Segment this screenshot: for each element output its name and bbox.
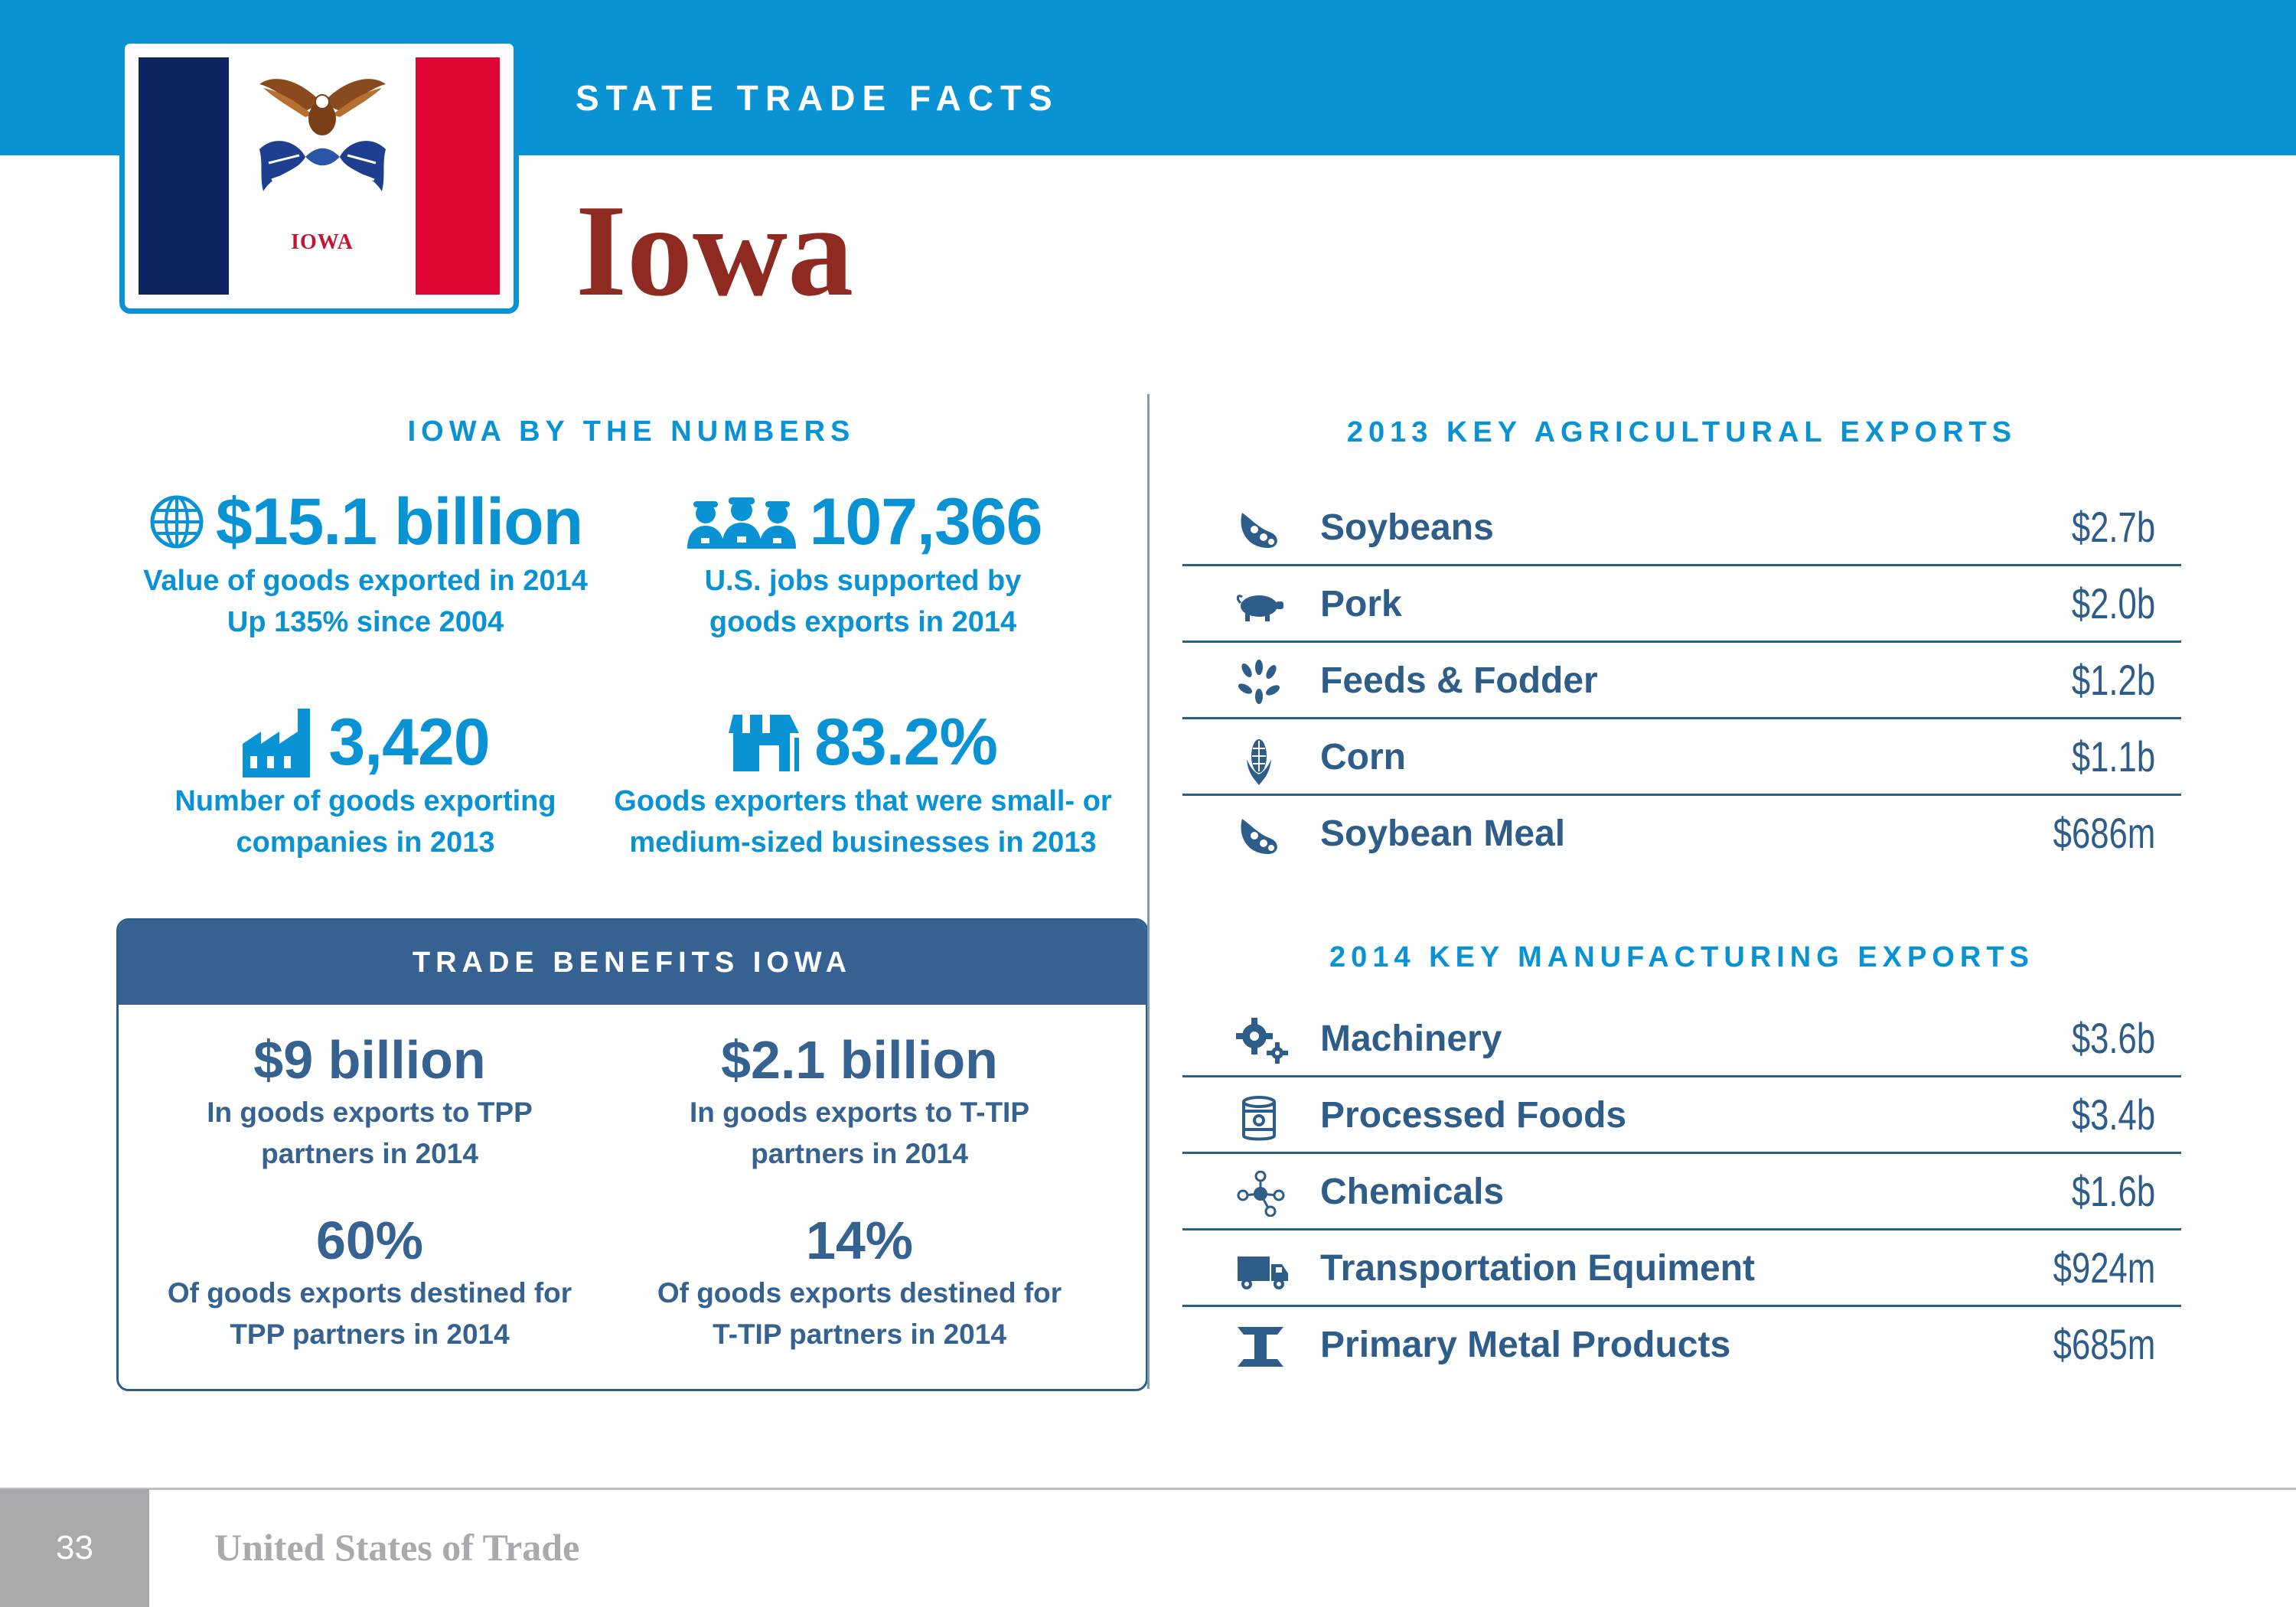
export-label: Machinery: [1320, 1019, 1502, 1059]
tb-stat-description: Of goods exports destined for TPP partne…: [167, 1277, 572, 1350]
stat-description: Number of goods exporting companies in 2…: [174, 785, 556, 859]
export-value: $686m: [2053, 809, 2155, 857]
export-value: $2.0b: [2071, 579, 2155, 627]
export-value: $1.1b: [2071, 732, 2155, 781]
stat-value: 107,366: [809, 485, 1043, 559]
page-number-tab: 33: [0, 1489, 149, 1607]
stat-value: 3,420: [328, 706, 490, 779]
iowa-flag: IOWA: [139, 57, 500, 295]
page-title: Iowa: [576, 178, 854, 324]
factory-icon: [241, 706, 318, 779]
list-item: Corn $1.1b: [1182, 719, 2181, 796]
soybean-icon: [1236, 813, 1282, 859]
tb-stat-description: Of goods exports destined for T-TIP part…: [657, 1277, 1062, 1350]
export-label: Chemicals: [1320, 1172, 1505, 1212]
column-divider: [1147, 394, 1150, 1389]
stat-description: U.S. jobs supported by goods exports in …: [704, 565, 1022, 638]
manufacturing-exports-heading: 2014 KEY MANUFACTURING EXPORTS: [1329, 941, 2034, 973]
footer-title: United States of Trade: [214, 1526, 580, 1569]
list-item: Chemicals $1.6b: [1182, 1154, 2181, 1231]
stat-exporting-companies: 3,420 Number of goods exporting companie…: [122, 704, 608, 863]
wheat-icon: [1236, 660, 1282, 706]
tb-stat-tpp-exports: $9 billion In goods exports to TPP partn…: [125, 1028, 615, 1175]
list-item: Soybeans $2.7b: [1182, 490, 2181, 566]
row-divider: [1182, 794, 2181, 796]
stat-value: $15.1 billion: [215, 485, 583, 559]
i-beam-icon: [1236, 1324, 1283, 1370]
row-divider: [1182, 641, 2181, 643]
row-divider: [1182, 1305, 2181, 1307]
export-label: Primary Metal Products: [1320, 1325, 1731, 1365]
tb-stat-ttip-exports: $2.1 billion In goods exports to T-TIP p…: [615, 1028, 1104, 1175]
row-divider: [1182, 1228, 2181, 1231]
row-divider: [1182, 1152, 2181, 1154]
export-label: Feeds & Fodder: [1320, 660, 1598, 701]
tb-stat-ttip-share: 14% Of goods exports destined for T-TIP …: [615, 1208, 1104, 1355]
workers-icon: [684, 494, 799, 550]
trade-benefits-heading: TRADE BENEFITS IOWA: [119, 921, 1146, 1005]
tb-stat-value: 14%: [805, 1211, 914, 1270]
stat-description: Value of goods exported in 2014 Up 135% …: [143, 565, 588, 638]
flag-blue-stripe: [139, 57, 229, 295]
footer-divider: [0, 1488, 2296, 1490]
tb-stat-value: $2.1 billion: [721, 1030, 998, 1090]
stat-exports-value: $15.1 billion Value of goods exported in…: [122, 484, 608, 643]
export-value: $3.4b: [2071, 1090, 2155, 1139]
export-value: $3.6b: [2071, 1014, 2155, 1062]
list-item: Machinery $3.6b: [1182, 1001, 2181, 1077]
globe-icon: [148, 494, 205, 550]
export-label: Transportation Equiment: [1320, 1248, 1756, 1289]
truck-icon: [1236, 1247, 1288, 1293]
banner-title: STATE TRADE FACTS: [576, 78, 1059, 118]
tb-stat-value: $9 billion: [253, 1030, 486, 1090]
tb-stat-tpp-share: 60% Of goods exports destined for TPP pa…: [125, 1208, 615, 1355]
export-value: $924m: [2053, 1244, 2155, 1292]
can-icon: [1236, 1094, 1282, 1141]
molecule-icon: [1236, 1170, 1285, 1217]
list-item: Pork $2.0b: [1182, 566, 2181, 643]
tb-stat-description: In goods exports to T-TIP partners in 20…: [690, 1097, 1029, 1169]
export-label: Soybean Meal: [1320, 813, 1566, 854]
flag-state-name: IOWA: [291, 230, 354, 254]
flag-red-stripe: [416, 57, 500, 295]
export-label: Corn: [1320, 737, 1406, 777]
export-label: Soybeans: [1320, 507, 1494, 548]
export-label: Processed Foods: [1320, 1095, 1627, 1136]
state-flag: IOWA: [119, 38, 519, 314]
trade-benefits-panel: TRADE BENEFITS IOWA $9 billion In goods …: [116, 918, 1148, 1391]
export-value: $1.2b: [2071, 656, 2155, 704]
corn-icon: [1236, 736, 1282, 785]
list-item: Primary Metal Products $685m: [1182, 1307, 2181, 1384]
by-the-numbers-heading: IOWA BY THE NUMBERS: [407, 416, 856, 448]
eagle-icon: [259, 79, 386, 191]
stat-small-business-share: 83.2% Goods exporters that were small- o…: [605, 704, 1121, 863]
gears-icon: [1236, 1018, 1288, 1064]
stat-value: 83.2%: [814, 706, 998, 779]
export-label: Pork: [1320, 584, 1402, 624]
list-item: Transportation Equiment $924m: [1182, 1231, 2181, 1307]
agricultural-exports-heading: 2013 KEY AGRICULTURAL EXPORTS: [1346, 416, 2017, 448]
row-divider: [1182, 564, 2181, 566]
list-item: Soybean Meal $686m: [1182, 796, 2181, 872]
row-divider: [1182, 717, 2181, 719]
list-item: Feeds & Fodder $1.2b: [1182, 643, 2181, 719]
soybean-icon: [1236, 507, 1282, 553]
pig-icon: [1236, 583, 1283, 629]
list-item: Processed Foods $3.4b: [1182, 1077, 2181, 1154]
storefront-icon: [729, 710, 804, 774]
export-value: $1.6b: [2071, 1167, 2155, 1215]
tb-stat-description: In goods exports to TPP partners in 2014: [207, 1097, 533, 1169]
stat-jobs-supported: 107,366 U.S. jobs supported by goods exp…: [616, 484, 1110, 643]
stat-description: Goods exporters that were small- or medi…: [614, 785, 1112, 859]
row-divider: [1182, 1075, 2181, 1077]
page-number: 33: [56, 1529, 93, 1566]
export-value: $685m: [2053, 1320, 2155, 1368]
export-value: $2.7b: [2071, 503, 2155, 551]
tb-stat-value: 60%: [315, 1211, 424, 1270]
